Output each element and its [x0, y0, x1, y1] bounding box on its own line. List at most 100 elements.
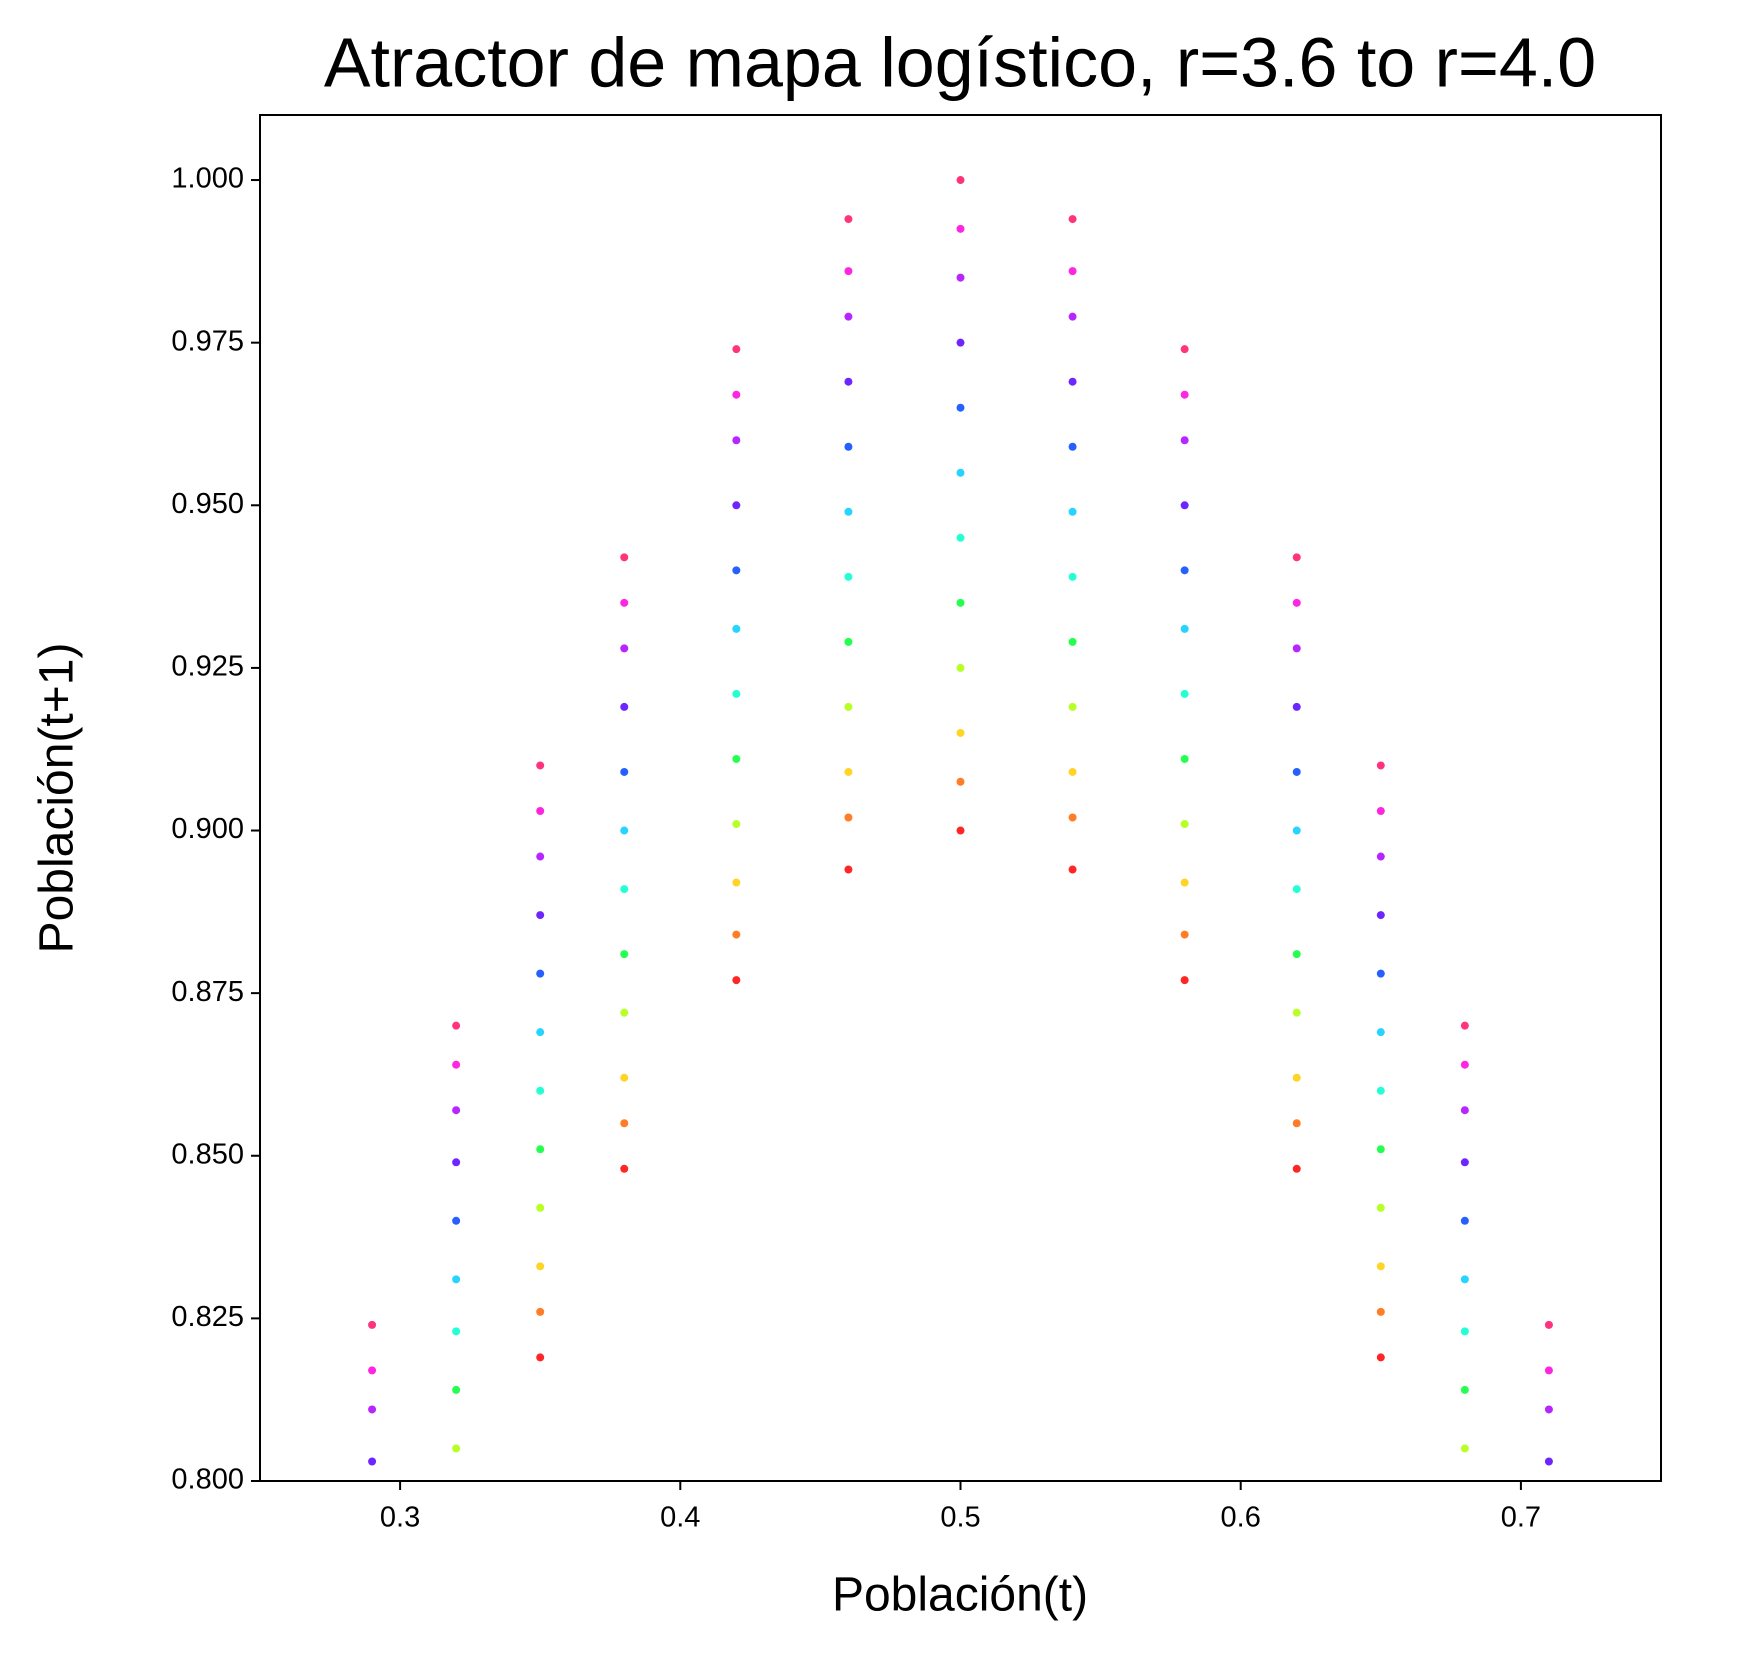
scatter-point [1292, 553, 1301, 562]
scatter-point [1180, 820, 1189, 829]
scatter-point [620, 598, 629, 607]
scatter-point [1292, 702, 1301, 711]
scatter-point [368, 1320, 377, 1329]
scatter-point [732, 566, 741, 575]
scatter-point [844, 377, 853, 386]
scatter-point [1460, 1385, 1469, 1394]
scatter-point [620, 826, 629, 835]
scatter-point [536, 1262, 545, 1271]
x-tick-label: 0.5 [940, 1502, 980, 1534]
scatter-point [844, 702, 853, 711]
scatter-point [368, 1405, 377, 1414]
scatter-point [956, 273, 965, 282]
scatter-point [1292, 1008, 1301, 1017]
scatter-point [452, 1275, 461, 1284]
scatter-point [536, 1203, 545, 1212]
scatter-point [956, 403, 965, 412]
scatter-point [732, 878, 741, 887]
scatter-point [732, 390, 741, 399]
scatter-point [844, 507, 853, 516]
scatter-point [452, 1158, 461, 1167]
x-tick-label: 0.7 [1501, 1502, 1541, 1534]
y-tick-label: 0.800 [171, 1464, 244, 1496]
scatter-point [732, 754, 741, 763]
scatter-point [1068, 312, 1077, 321]
scatter-point [452, 1444, 461, 1453]
scatter-point [1292, 1119, 1301, 1128]
scatter-point [1068, 865, 1077, 874]
scatter-point [620, 885, 629, 894]
y-tick-label: 0.950 [171, 488, 244, 520]
axes-frame [259, 114, 1662, 1482]
scatter-point [1292, 1073, 1301, 1082]
scatter-point [452, 1021, 461, 1030]
scatter-point [1376, 1307, 1385, 1316]
x-tick-label: 0.6 [1221, 1502, 1261, 1534]
scatter-point [1292, 644, 1301, 653]
scatter-point [844, 865, 853, 874]
scatter-point [956, 826, 965, 835]
x-tick-label: 0.4 [660, 1502, 700, 1534]
scatter-point [1460, 1275, 1469, 1284]
scatter-point [844, 572, 853, 581]
scatter-point [844, 215, 853, 224]
scatter-point [1068, 767, 1077, 776]
scatter-point [1292, 1164, 1301, 1173]
y-tick-label: 0.875 [171, 976, 244, 1008]
scatter-point [1180, 976, 1189, 985]
scatter-point [536, 1028, 545, 1037]
scatter-point [1376, 1028, 1385, 1037]
scatter-point [956, 224, 965, 233]
scatter-point [1376, 969, 1385, 978]
scatter-point [536, 1353, 545, 1362]
scatter-point [956, 468, 965, 477]
scatter-point [1376, 807, 1385, 816]
scatter-point [1180, 566, 1189, 575]
scatter-point [1544, 1320, 1553, 1329]
scatter-point [368, 1366, 377, 1375]
scatter-point [1292, 767, 1301, 776]
scatter-point [1180, 501, 1189, 510]
scatter-point [732, 345, 741, 354]
scatter-point [1544, 1366, 1553, 1375]
scatter-point [620, 1164, 629, 1173]
scatter-point [536, 1145, 545, 1154]
scatter-point [844, 637, 853, 646]
scatter-point [1460, 1060, 1469, 1069]
scatter-point [956, 663, 965, 672]
scatter-point [620, 1073, 629, 1082]
scatter-point [1460, 1158, 1469, 1167]
scatter-point [620, 1008, 629, 1017]
y-tick-label: 0.900 [171, 813, 244, 845]
scatter-point [1068, 637, 1077, 646]
scatter-point [956, 338, 965, 347]
chart-title: Atractor de mapa logístico, r=3.6 to r=4… [324, 23, 1596, 101]
scatter-point [1376, 761, 1385, 770]
scatter-point [844, 767, 853, 776]
scatter-point [536, 969, 545, 978]
scatter-point [1460, 1021, 1469, 1030]
scatter-point [452, 1216, 461, 1225]
scatter-point [452, 1327, 461, 1336]
scatter-point [1376, 911, 1385, 920]
scatter-point [1180, 624, 1189, 633]
scatter-point [1068, 377, 1077, 386]
scatter-point [956, 777, 965, 786]
scatter-point [620, 553, 629, 562]
scatter-point [844, 267, 853, 276]
scatter-point [956, 728, 965, 737]
scatter-point [844, 312, 853, 321]
scatter-point [620, 702, 629, 711]
scatter-point [1460, 1106, 1469, 1115]
scatter-point [1292, 598, 1301, 607]
y-axis-label: Población(t+1) [31, 643, 84, 954]
scatter-point [1180, 689, 1189, 698]
scatter-point [1376, 1086, 1385, 1095]
scatter-point [536, 911, 545, 920]
scatter-point [1292, 950, 1301, 959]
scatter-point [1460, 1327, 1469, 1336]
scatter-point [1068, 507, 1077, 516]
scatter-point [732, 436, 741, 445]
scatter-point [368, 1457, 377, 1466]
